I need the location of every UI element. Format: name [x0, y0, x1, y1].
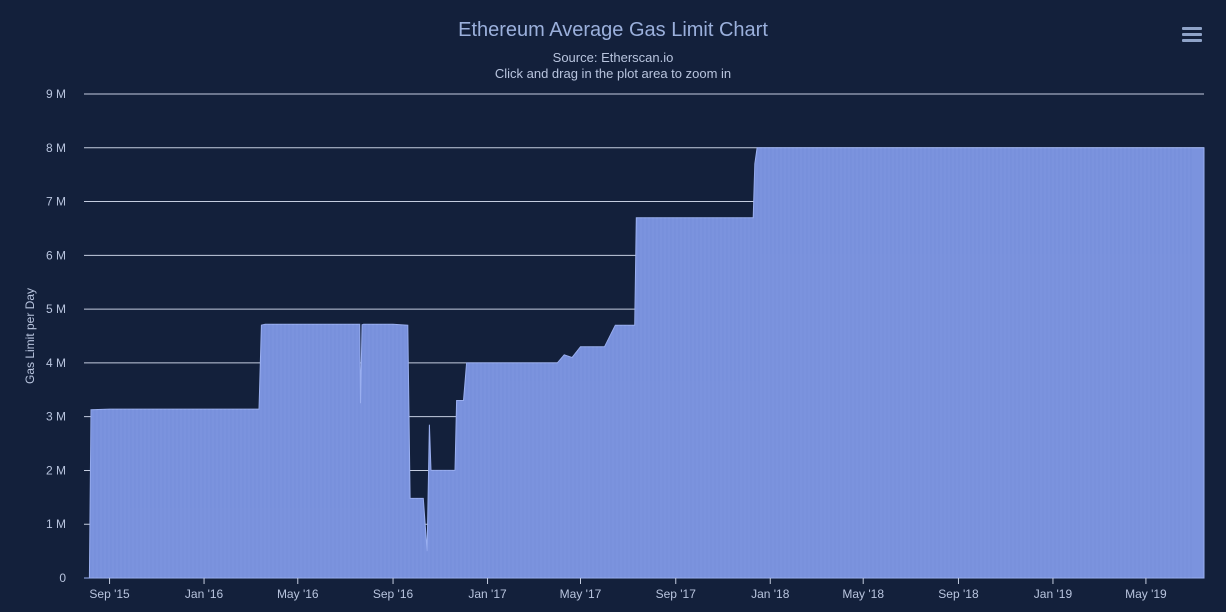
chart-subtitle-hint: Click and drag in the plot area to zoom … [494, 66, 732, 81]
y-tick-label: 4 M [46, 356, 66, 370]
x-tick-label: Sep '15 [89, 587, 130, 601]
y-axis: 0 1 M 2 M 3 M 4 M 5 M 6 M 7 M 8 M 9 M [46, 87, 66, 585]
y-tick-label: 5 M [46, 302, 66, 316]
x-tick-label: Jan '17 [468, 587, 507, 601]
x-tick-label: Sep '18 [938, 587, 979, 601]
gas-limit-area[interactable] [84, 147, 1205, 579]
y-tick-label: 1 M [46, 517, 66, 531]
x-tick-label: Sep '16 [373, 587, 414, 601]
hamburger-menu-icon[interactable] [1176, 22, 1208, 48]
x-axis: Sep '15 Jan '16 May '16 Sep '16 Jan '17 May '… [89, 578, 1167, 601]
x-tick-label: May '17 [560, 587, 602, 601]
chart-title: Ethereum Average Gas Limit Chart [458, 19, 768, 41]
x-tick-label: May '16 [277, 587, 319, 601]
y-tick-label: 7 M [46, 195, 66, 209]
x-tick-label: May '19 [1125, 587, 1167, 601]
plot-area[interactable] [84, 94, 1205, 579]
x-tick-label: Jan '19 [1034, 587, 1073, 601]
y-axis-label: Gas Limit per Day [23, 288, 37, 384]
y-tick-label: 2 M [46, 463, 66, 477]
x-tick-label: Jan '18 [751, 587, 790, 601]
y-tick-label: 3 M [46, 410, 66, 424]
y-tick-label: 9 M [46, 87, 66, 101]
y-tick-label: 0 [59, 571, 66, 585]
x-tick-label: Sep '17 [656, 587, 697, 601]
y-tick-label: 8 M [46, 141, 66, 155]
x-tick-label: May '18 [842, 587, 884, 601]
y-tick-label: 6 M [46, 248, 66, 262]
x-tick-label: Jan '16 [185, 587, 224, 601]
chart-subtitle-source: Source: Etherscan.io [552, 50, 674, 65]
